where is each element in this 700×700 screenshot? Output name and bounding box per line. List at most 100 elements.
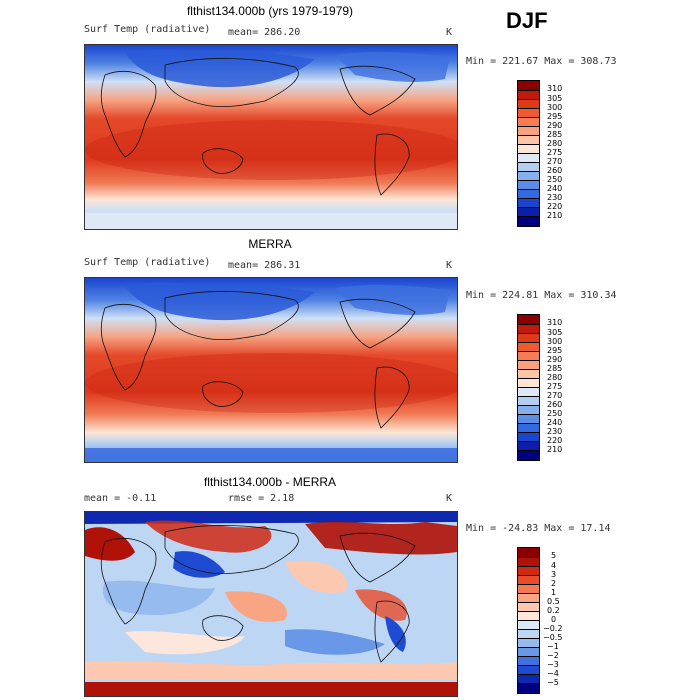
panel1-colorbar-swatch (518, 118, 539, 127)
panel1-colorbar (517, 80, 540, 227)
colorbar-tick-label: 275 (547, 148, 563, 157)
panel3-units: K (446, 493, 453, 504)
panel3-map-field (85, 512, 457, 696)
panel2-variable: Surf Temp (radiative) (84, 257, 211, 268)
panel1-map (84, 44, 458, 230)
panel2-map (84, 277, 458, 463)
panel2-colorbar-swatch (518, 442, 539, 451)
panel1-min-max: Min = 221.67 Max = 308.73 (466, 56, 617, 67)
panel1-colorbar-swatch (518, 181, 539, 190)
panel3-colorbar-swatch (518, 666, 539, 675)
colorbar-tick-label: 0.5 (547, 597, 560, 606)
colorbar-tick-label: 210 (547, 211, 563, 220)
colorbar-tick-label: −0.2 (543, 624, 563, 633)
panel2-mean: mean= 286.31 (228, 260, 301, 271)
panel2-min-max: Min = 224.81 Max = 310.34 (466, 290, 617, 301)
colorbar-tick-label: 240 (547, 184, 563, 193)
panel1-colorbar-swatch (518, 172, 539, 181)
panel1-colorbar-swatch (518, 190, 539, 199)
panel1-map-field (85, 45, 457, 229)
colorbar-tick-label: 260 (547, 166, 563, 175)
colorbar-tick-label: 305 (547, 94, 563, 103)
colorbar-tick-label: 220 (547, 202, 563, 211)
panel2-colorbar-swatch (518, 388, 539, 397)
panel3-mean: mean = -0.11 (84, 493, 157, 504)
panel3-colorbar-swatch (518, 648, 539, 657)
panel2-colorbar-swatch (518, 361, 539, 370)
colorbar-tick-label: 250 (547, 409, 563, 418)
panel2-colorbar-swatch (518, 370, 539, 379)
colorbar-tick-label: 220 (547, 436, 563, 445)
panel1-colorbar-swatch (518, 100, 539, 109)
panel1-colorbar-swatch (518, 145, 539, 154)
colorbar-tick-label: 310 (547, 318, 563, 327)
colorbar-tick-label: 300 (547, 103, 563, 112)
panel3-title: flthist134.000b - MERRA (203, 475, 337, 489)
panel3-min-max: Min = -24.83 Max = 17.14 (466, 523, 611, 534)
panel1-colorbar-swatch (518, 163, 539, 172)
colorbar-tick-label: 4 (551, 561, 557, 570)
colorbar-tick-label: 230 (547, 193, 563, 202)
panel1-colorbar-swatch (518, 127, 539, 136)
panel3-colorbar-swatch (518, 621, 539, 630)
colorbar-tick-label: 305 (547, 328, 563, 337)
colorbar-tick-label: 290 (547, 121, 563, 130)
panel1-colorbar-swatch (518, 91, 539, 100)
colorbar-tick-label: 3 (551, 570, 557, 579)
panel3-colorbar (517, 547, 540, 694)
panel3-colorbar-swatch (518, 594, 539, 603)
panel2-colorbar-swatch (518, 315, 539, 325)
colorbar-tick-label: 295 (547, 112, 563, 121)
colorbar-tick-label: 0 (551, 615, 557, 624)
panel2-colorbar-swatch (518, 343, 539, 352)
colorbar-tick-label: 285 (547, 364, 563, 373)
panel2-title: MERRA (248, 237, 292, 251)
panel2-colorbar (517, 314, 540, 461)
colorbar-tick-label: −3 (547, 660, 559, 669)
colorbar-tick-label: 260 (547, 400, 563, 409)
colorbar-tick-label: −1 (547, 642, 559, 651)
panel2-colorbar-swatch (518, 379, 539, 388)
colorbar-tick-label: 280 (547, 139, 563, 148)
panel3-colorbar-swatch (518, 612, 539, 621)
panel3-colorbar-swatch (518, 639, 539, 648)
colorbar-tick-label: 285 (547, 130, 563, 139)
panel2-colorbar-swatch (518, 406, 539, 415)
panel2-map-field (85, 278, 457, 462)
panel1-colorbar-swatch (518, 199, 539, 208)
colorbar-tick-label: 295 (547, 346, 563, 355)
panel3-colorbar-swatch (518, 548, 539, 558)
colorbar-tick-label: 210 (547, 445, 563, 454)
panel3-colorbar-swatch (518, 558, 539, 567)
colorbar-tick-label: 310 (547, 84, 563, 93)
panel3-colorbar-swatch (518, 585, 539, 594)
panel2-colorbar-swatch (518, 433, 539, 442)
panel3-colorbar-swatch (518, 567, 539, 576)
panel1-colorbar-swatch (518, 208, 539, 217)
colorbar-tick-label: 230 (547, 427, 563, 436)
colorbar-tick-label: 270 (547, 157, 563, 166)
colorbar-tick-label: 250 (547, 175, 563, 184)
colorbar-tick-label: 280 (547, 373, 563, 382)
colorbar-tick-label: 275 (547, 382, 563, 391)
colorbar-tick-label: 240 (547, 418, 563, 427)
panel3-colorbar-swatch (518, 657, 539, 666)
panel3-rmse: rmse = 2.18 (228, 493, 295, 504)
panel3-colorbar-swatch (518, 684, 539, 693)
colorbar-tick-label: 290 (547, 355, 563, 364)
panel1-colorbar-swatch (518, 81, 539, 91)
colorbar-tick-label: −2 (547, 651, 559, 660)
colorbar-tick-label: −0.5 (543, 633, 563, 642)
panel1-colorbar-swatch (518, 109, 539, 118)
panel1-variable: Surf Temp (radiative) (84, 24, 211, 35)
colorbar-tick-label: 0.2 (547, 606, 560, 615)
panel3-map (84, 511, 458, 697)
panel2-colorbar-swatch (518, 415, 539, 424)
panel1-colorbar-swatch (518, 136, 539, 145)
panel1-mean: mean= 286.20 (228, 27, 301, 38)
panel3-colorbar-swatch (518, 576, 539, 585)
panel1-colorbar-swatch (518, 154, 539, 163)
colorbar-tick-label: 300 (547, 337, 563, 346)
panel2-colorbar-swatch (518, 397, 539, 406)
panel3-colorbar-swatch (518, 675, 539, 684)
